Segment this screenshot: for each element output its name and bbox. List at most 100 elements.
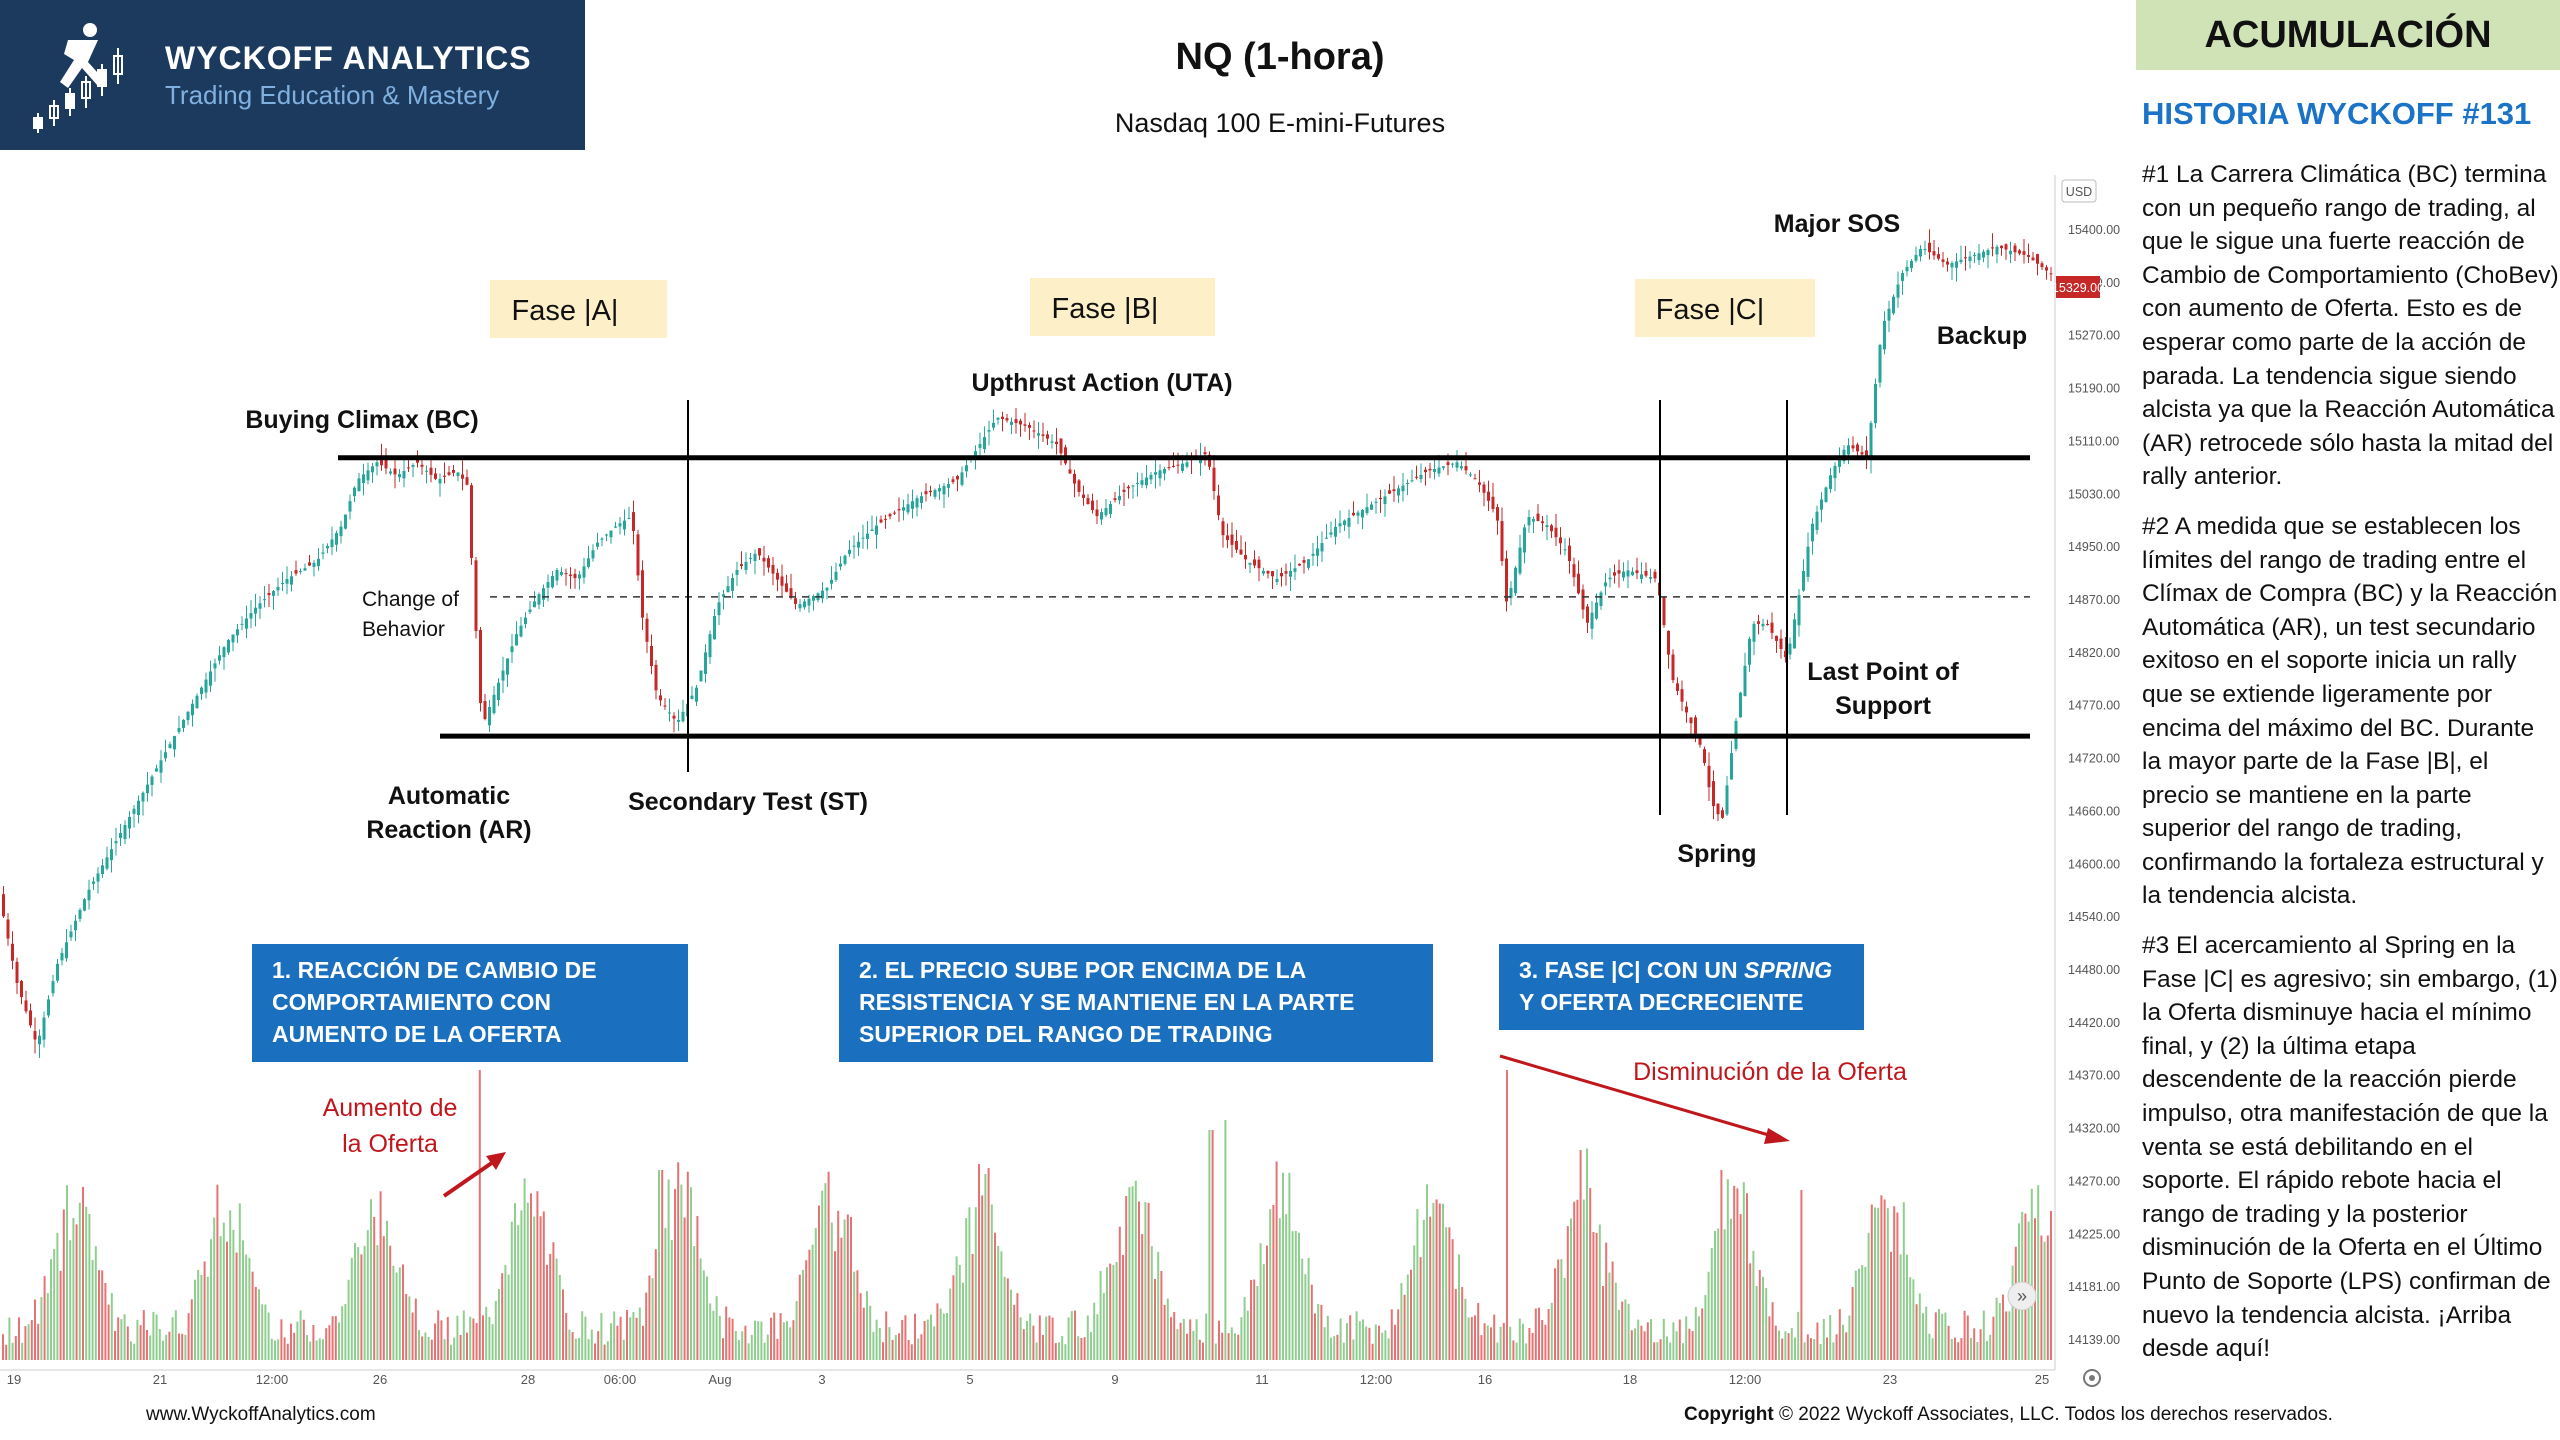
volume-bar (1243, 1296, 1246, 1360)
candle-body (1433, 469, 1436, 473)
volume-bar (1288, 1172, 1291, 1360)
candle-body (1631, 571, 1634, 576)
volume-bar (242, 1240, 244, 1360)
candle-body (605, 534, 608, 536)
volume-bar (1966, 1315, 1969, 1360)
lps-label-2: Support (1835, 692, 1931, 720)
volume-bar (1598, 1224, 1601, 1360)
volume-bar (837, 1210, 840, 1360)
candle-body (1536, 513, 1540, 522)
candle-body (1239, 549, 1243, 555)
volume-bar (1054, 1343, 1057, 1360)
volume-bar (616, 1325, 619, 1360)
candle-body (510, 646, 514, 653)
candle-body (312, 562, 316, 567)
volume-bar (1605, 1242, 1608, 1360)
ar-label-2: Reaction (AR) (366, 816, 531, 844)
candle-body (1014, 419, 1018, 424)
candle-body (1766, 624, 1769, 626)
volume-bar (5, 1344, 8, 1360)
volume-bar (1138, 1201, 1140, 1360)
candle-body (1095, 509, 1099, 517)
volume-bar (923, 1321, 926, 1360)
volume-bar (82, 1186, 84, 1360)
candle-body (560, 572, 563, 575)
volume-bar (930, 1314, 932, 1360)
volume-bar (750, 1334, 753, 1360)
candle-body (1703, 749, 1706, 764)
volume-bar (1477, 1303, 1480, 1360)
volume-bar (994, 1232, 996, 1360)
candle-body (299, 570, 302, 572)
volume-bar (485, 1306, 488, 1360)
candle-body (695, 687, 698, 702)
volume-bar (686, 1171, 689, 1360)
volume-bar (725, 1306, 728, 1360)
volume-bar (952, 1275, 955, 1360)
settings-gear-icon[interactable] (2083, 1369, 2101, 1387)
y-tick-label: 14870.00 (2068, 593, 2120, 607)
volume-bar (18, 1317, 20, 1360)
x-tick-label: 16 (1478, 1372, 1492, 1387)
volume-bar (1432, 1202, 1435, 1360)
y-tick-label: 15110.00 (2068, 434, 2119, 448)
currency-button[interactable] (2061, 179, 2097, 203)
volume-bar (261, 1304, 264, 1360)
footer-website[interactable]: www.WyckoffAnalytics.com (146, 1404, 376, 1425)
candle-body (897, 508, 901, 511)
volume-bar (472, 1318, 475, 1360)
candle-body (443, 475, 446, 477)
candle-body (1289, 570, 1292, 577)
volume-bar (1579, 1150, 1582, 1360)
candle-body (1527, 517, 1531, 526)
volume-bar (926, 1319, 929, 1360)
volume-bar (1077, 1336, 1080, 1360)
volume-bar (1173, 1312, 1176, 1360)
candle-body (1514, 567, 1517, 594)
volume-bar (1573, 1201, 1576, 1360)
volume-bar (1717, 1228, 1720, 1360)
volume-bar (1131, 1186, 1134, 1360)
volume-bar (456, 1315, 459, 1360)
x-tick-label: 25 (2035, 1372, 2049, 1387)
scroll-right-button[interactable] (2007, 1281, 2037, 1311)
candle-body (87, 889, 91, 901)
candle-body (749, 557, 752, 559)
candle-body (497, 682, 500, 700)
candle-body (839, 563, 842, 567)
y-tick-label: 14770.00 (2068, 699, 2120, 713)
candle-body (1577, 573, 1580, 594)
volume-bar (853, 1271, 856, 1360)
volume-bar (914, 1313, 916, 1360)
volume-bar (1064, 1344, 1067, 1360)
volume-bar (1842, 1324, 1844, 1360)
candle-body (1896, 284, 1900, 298)
volume-bar (1336, 1334, 1339, 1360)
volume-bar (104, 1282, 107, 1360)
volume-bar (1944, 1312, 1947, 1360)
volume-bar (1845, 1332, 1848, 1360)
volume-bar (1954, 1337, 1956, 1360)
volume-bar (1957, 1342, 1960, 1360)
candle-body (416, 459, 419, 463)
volume-bar (46, 1293, 49, 1360)
volume-bar (632, 1312, 635, 1360)
candle-body (533, 601, 536, 608)
volume-bar (1003, 1276, 1006, 1360)
candle-body (114, 841, 118, 844)
volume-bar (1179, 1322, 1182, 1360)
candle-body (425, 470, 428, 472)
candle-body (371, 466, 374, 473)
volume-bar (622, 1339, 625, 1360)
volume-bar (814, 1228, 817, 1360)
candle-body (254, 607, 257, 614)
volume-bar (216, 1184, 219, 1360)
candle-body (785, 583, 788, 592)
candle-body (582, 566, 586, 578)
supply-up-label-1: Aumento de (322, 1094, 458, 1122)
volume-bar (62, 1209, 65, 1360)
candle-body (983, 437, 986, 450)
volume-bar (1470, 1317, 1473, 1360)
candle-body (1887, 308, 1891, 321)
volume-bar (1499, 1326, 1502, 1360)
